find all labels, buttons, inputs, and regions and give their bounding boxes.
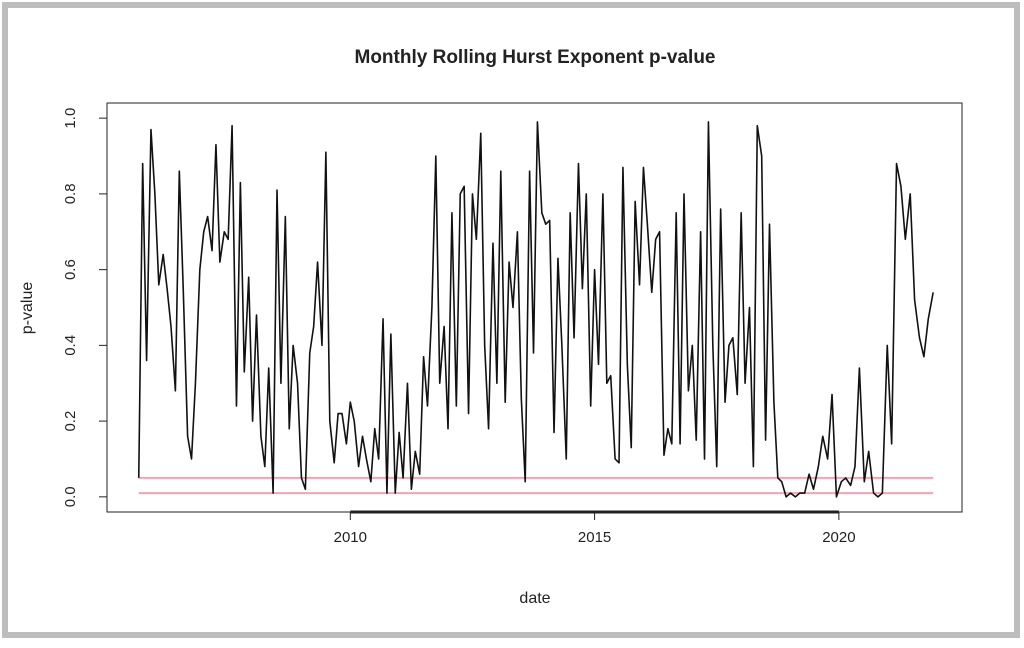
x-tick-label: 2015 — [578, 529, 611, 546]
y-tick-label: 0.2 — [62, 411, 79, 432]
y-tick-label: 0.0 — [62, 486, 79, 507]
y-tick-label: 0.4 — [62, 335, 79, 356]
frame — [2, 2, 1020, 638]
y-axis-label: p-value — [19, 282, 36, 335]
x-tick-label: 2010 — [334, 529, 367, 546]
data-line — [137, 121, 934, 498]
y-tick-label: 1.0 — [62, 108, 79, 129]
y-tick-label: 0.6 — [62, 259, 79, 280]
x-tick-label: 2020 — [822, 529, 855, 546]
chart-title: Monthly Rolling Hurst Exponent p-value — [355, 47, 716, 68]
x-axis-label: date — [519, 590, 550, 607]
y-tick-label: 0.8 — [62, 183, 79, 204]
